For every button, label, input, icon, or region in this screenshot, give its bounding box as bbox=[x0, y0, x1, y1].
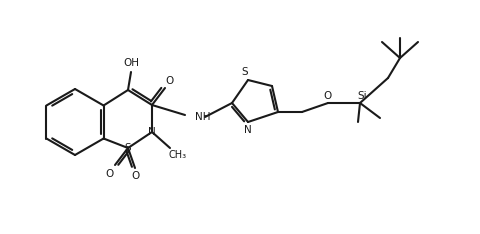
Text: OH: OH bbox=[123, 58, 139, 68]
Text: N: N bbox=[148, 127, 156, 137]
Text: O: O bbox=[132, 171, 140, 181]
Text: O: O bbox=[166, 76, 174, 86]
Text: O: O bbox=[324, 91, 332, 101]
Text: NH: NH bbox=[195, 112, 211, 122]
Text: S: S bbox=[242, 67, 248, 77]
Text: Si: Si bbox=[357, 91, 367, 101]
Text: O: O bbox=[106, 169, 114, 179]
Text: CH₃: CH₃ bbox=[169, 150, 187, 160]
Text: S: S bbox=[125, 143, 132, 153]
Text: N: N bbox=[244, 125, 252, 135]
